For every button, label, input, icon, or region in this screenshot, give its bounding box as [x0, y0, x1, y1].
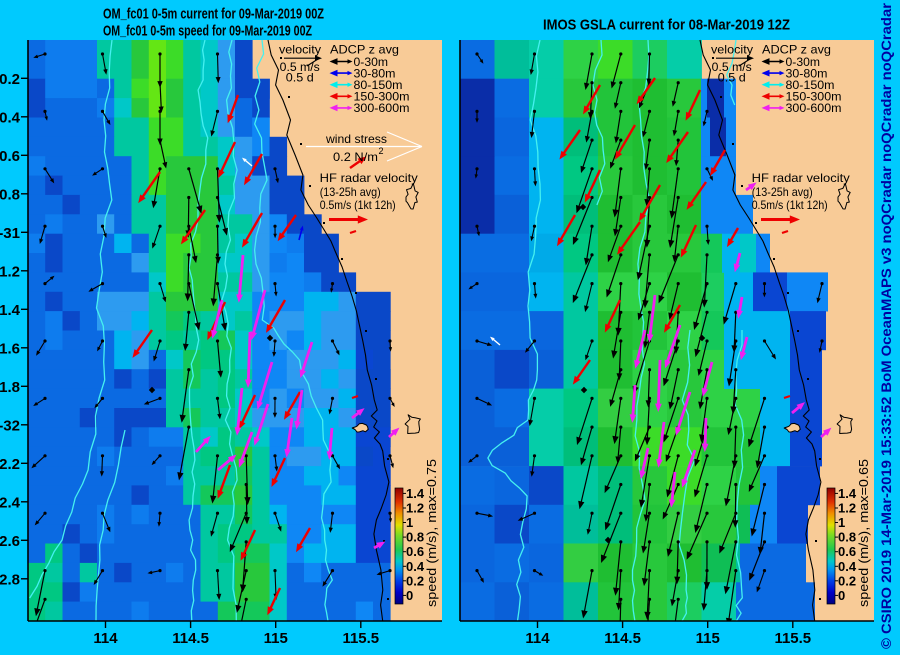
svg-text:0.2: 0.2 — [0, 71, 20, 88]
svg-text:114.5: 114.5 — [172, 630, 209, 647]
svg-text:IMOS GSLA current for 08-Mar-2: IMOS GSLA current for 08-Mar-2019 12Z — [543, 17, 790, 34]
svg-text:0.2: 0.2 — [406, 573, 424, 588]
svg-text:115.5: 115.5 — [342, 630, 379, 647]
svg-text:wind stress: wind stress — [325, 132, 387, 146]
svg-text:HF radar velocity: HF radar velocity — [752, 171, 850, 185]
svg-text:0.8: 0.8 — [838, 530, 856, 545]
svg-text:115: 115 — [264, 630, 288, 647]
svg-text:300-600m: 300-600m — [354, 101, 410, 115]
svg-text:114.5: 114.5 — [604, 630, 641, 647]
svg-text:1.4: 1.4 — [406, 486, 425, 501]
svg-text:114: 114 — [93, 630, 118, 647]
svg-text:HF radar velocity: HF radar velocity — [320, 171, 418, 185]
svg-text:© CSIRO 2019 14-Mar-2019 15:: © CSIRO 2019 14-Mar-2019 15:33:52 BoM Oc… — [879, 2, 894, 649]
svg-text:0.8: 0.8 — [0, 186, 20, 203]
svg-text:0.8: 0.8 — [406, 530, 424, 545]
svg-text:2.8: 2.8 — [0, 571, 20, 588]
svg-text:OM_fc01 0-5m speed for 09-Mar-: OM_fc01 0-5m speed for 09-Mar-2019 00Z — [103, 23, 312, 40]
svg-text:OM_fc01 0-5m current for 09-Ma: OM_fc01 0-5m current for 09-Mar-2019 00Z — [103, 6, 324, 23]
svg-text:0.6: 0.6 — [0, 148, 20, 165]
svg-text:velocity: velocity — [279, 43, 321, 57]
svg-text:0.4: 0.4 — [0, 109, 21, 126]
svg-text:(13-25h avg): (13-25h avg) — [752, 185, 813, 199]
svg-text:0.6: 0.6 — [406, 544, 424, 559]
svg-text:115: 115 — [696, 630, 720, 647]
svg-text:0: 0 — [406, 588, 413, 603]
svg-text:speed (m/s), max=0.75: speed (m/s), max=0.75 — [424, 459, 439, 607]
svg-text:speed (m/s), max=0.65: speed (m/s), max=0.65 — [856, 459, 871, 607]
svg-text:2.2: 2.2 — [0, 456, 20, 473]
svg-text:-32: -32 — [0, 417, 20, 434]
svg-text:114: 114 — [525, 630, 550, 647]
svg-text:0.6: 0.6 — [838, 544, 856, 559]
svg-text:0.5 d: 0.5 d — [286, 71, 314, 85]
svg-text:0.5m/s (1kt 12h): 0.5m/s (1kt 12h) — [752, 198, 828, 212]
svg-text:0.2: 0.2 — [838, 573, 856, 588]
svg-text:1: 1 — [406, 515, 413, 530]
svg-text:(13-25h avg): (13-25h avg) — [320, 185, 381, 199]
svg-text:1.4: 1.4 — [0, 302, 21, 319]
svg-text:1.8: 1.8 — [0, 379, 20, 396]
svg-text:0.5 d: 0.5 d — [718, 71, 746, 85]
svg-text:2.6: 2.6 — [0, 533, 20, 550]
svg-text:1.2: 1.2 — [838, 501, 856, 516]
svg-text:1: 1 — [838, 515, 845, 530]
svg-text:2.4: 2.4 — [0, 494, 21, 511]
svg-text:1.2: 1.2 — [0, 263, 20, 280]
svg-text:-31: -31 — [0, 225, 20, 242]
svg-text:0.4: 0.4 — [406, 559, 425, 574]
svg-text:1.4: 1.4 — [838, 486, 857, 501]
svg-text:0.5m/s (1kt 12h): 0.5m/s (1kt 12h) — [320, 198, 396, 212]
svg-text:velocity: velocity — [711, 43, 753, 57]
svg-text:1.2: 1.2 — [406, 501, 424, 516]
svg-text:0.4: 0.4 — [838, 559, 857, 574]
svg-text:0.2 N/m: 0.2 N/m — [333, 150, 378, 164]
svg-text:300-600m: 300-600m — [786, 101, 842, 115]
svg-text:2: 2 — [379, 146, 384, 156]
svg-text:0: 0 — [838, 588, 845, 603]
svg-text:115.5: 115.5 — [774, 630, 811, 647]
svg-text:1.6: 1.6 — [0, 340, 20, 357]
